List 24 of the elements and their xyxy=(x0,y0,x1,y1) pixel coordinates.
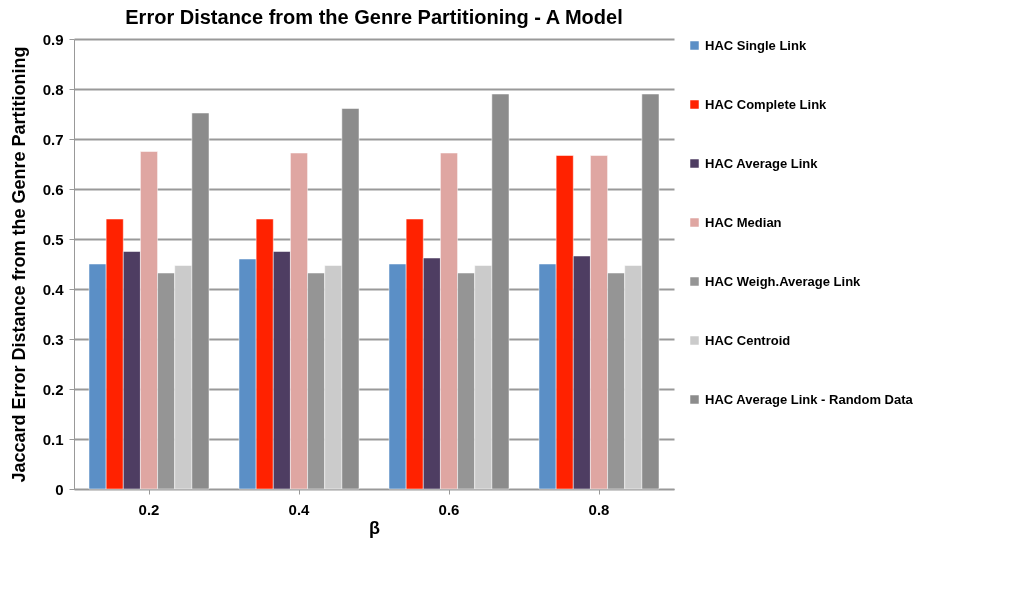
legend-label: HAC Median xyxy=(705,214,782,230)
x-tick-label: 0.4 xyxy=(288,500,311,518)
y-tick-label: 0.2 xyxy=(42,380,64,398)
y-tick-label: 0.6 xyxy=(42,180,64,198)
legend-label: HAC Weigh.Average Link xyxy=(705,273,862,289)
y-tick-label: 0.8 xyxy=(42,80,64,98)
legend-label: HAC Complete Link xyxy=(705,96,828,112)
legend-label: HAC Centroid xyxy=(705,332,791,348)
y-tick-label: 0.9 xyxy=(42,30,64,48)
y-tick-label: 0.1 xyxy=(42,430,64,448)
x-axis-title: β xyxy=(369,517,380,538)
legend-label: HAC Average Link - Random Data xyxy=(705,391,914,407)
x-tick-label: 0.8 xyxy=(588,500,610,518)
y-tick-label: 0 xyxy=(55,480,64,498)
y-axis-title: Jaccard Error Distance from the Genre Partitioning xyxy=(8,46,29,483)
x-tick-label: 0.2 xyxy=(138,500,160,518)
legend-label: HAC Average Link xyxy=(705,155,819,171)
chart-title: Error Distance from the Genre Partitioning - A Model xyxy=(125,6,623,28)
y-tick-label: 0.5 xyxy=(42,230,64,248)
y-tick-label: 0.3 xyxy=(42,330,64,348)
y-tick-label: 0.4 xyxy=(42,280,65,298)
y-tick-label: 0.7 xyxy=(42,130,64,148)
legend-label: HAC Single Link xyxy=(705,37,807,53)
x-tick-label: 0.6 xyxy=(438,500,460,518)
